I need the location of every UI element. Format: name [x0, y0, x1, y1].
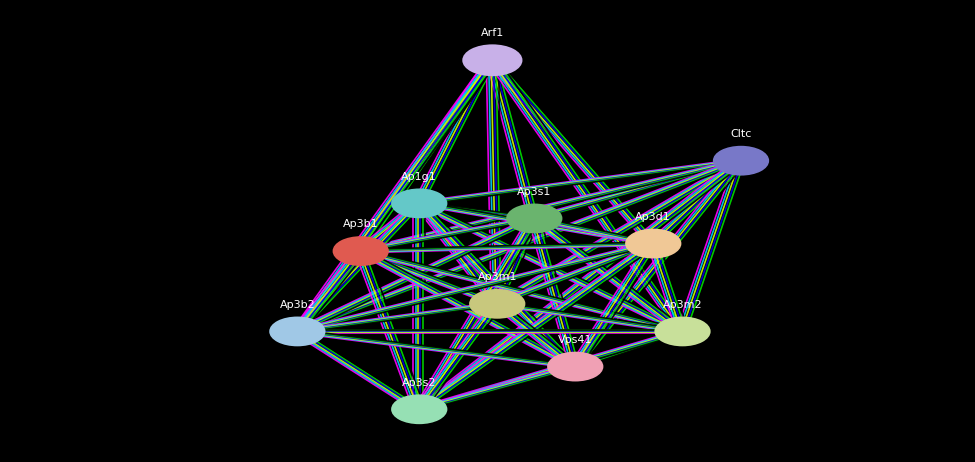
Text: Vps41: Vps41 [558, 335, 593, 345]
Circle shape [470, 290, 525, 318]
Circle shape [463, 45, 522, 75]
Text: Ap3b1: Ap3b1 [343, 219, 378, 230]
Circle shape [392, 189, 447, 218]
Text: Ap3b2: Ap3b2 [280, 300, 315, 310]
Circle shape [333, 237, 388, 265]
Circle shape [270, 317, 325, 346]
Text: Ap3d1: Ap3d1 [636, 212, 671, 222]
Text: Ap1g1: Ap1g1 [402, 172, 437, 182]
Text: Arf1: Arf1 [481, 28, 504, 38]
Circle shape [548, 353, 603, 381]
Circle shape [392, 395, 447, 423]
Circle shape [655, 317, 710, 346]
Text: Cltc: Cltc [730, 129, 752, 139]
Circle shape [507, 204, 562, 232]
Text: Ap3s1: Ap3s1 [517, 187, 552, 197]
Text: Ap3s2: Ap3s2 [402, 377, 437, 388]
Circle shape [626, 230, 681, 258]
Text: Ap3m1: Ap3m1 [478, 272, 517, 282]
Text: Ap3m2: Ap3m2 [663, 300, 702, 310]
Circle shape [714, 146, 768, 175]
